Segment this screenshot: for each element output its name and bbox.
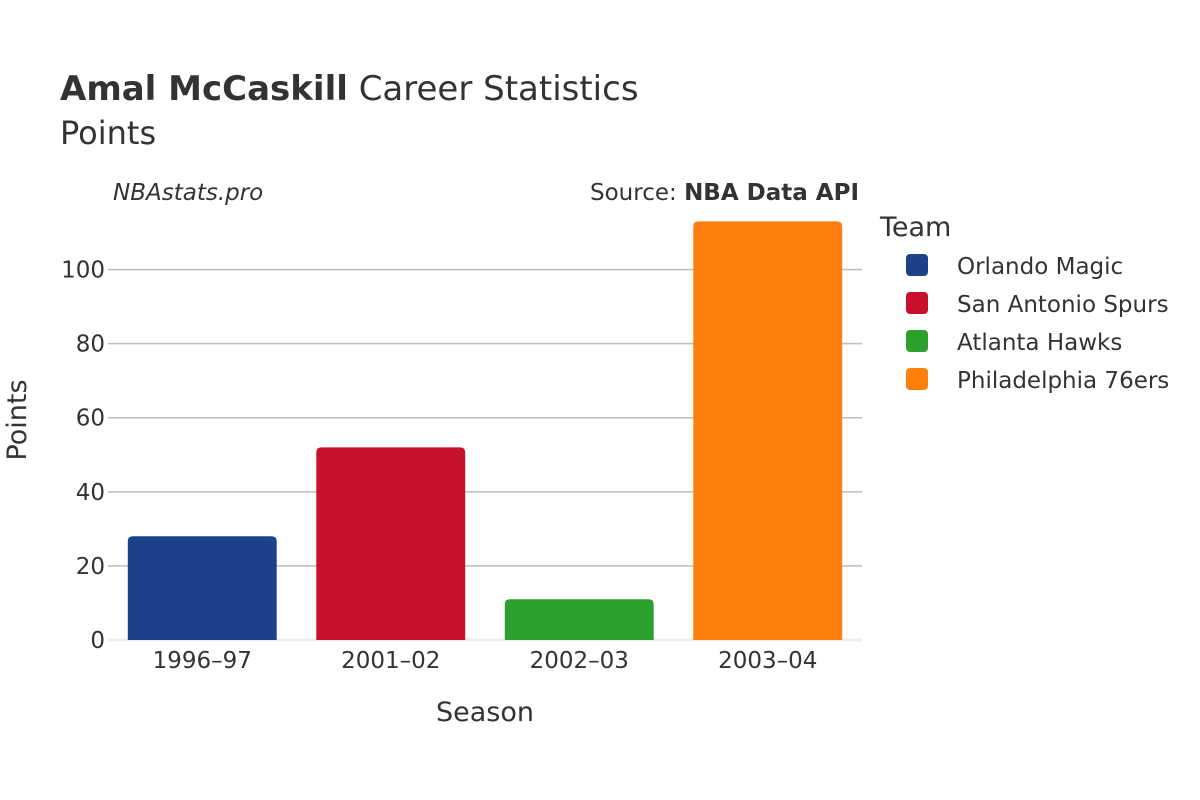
legend: Orlando Magic San Antonio Spurs Atlanta Ha…: [906, 254, 1169, 394]
legend-swatch: [906, 330, 928, 352]
player-name: Amal McCaskill: [60, 69, 348, 109]
y-tick-label: 40: [76, 480, 105, 506]
legend-swatch: [906, 254, 928, 276]
legend-item-label: San Antonio Spurs: [957, 292, 1169, 318]
y-tick-label: 20: [76, 554, 105, 580]
source-name: NBA Data API: [684, 180, 859, 206]
bar-2001–02: [316, 447, 466, 640]
title-rest: Career Statistics: [359, 69, 639, 109]
source-prefix: Source:: [590, 180, 684, 206]
x-axis-ticks: 1996–97 2001–02 2002–03 2003–04: [153, 648, 818, 674]
x-tick-label: 2001–02: [341, 648, 440, 674]
legend-title: Team: [879, 212, 951, 243]
bars: [127, 221, 843, 640]
legend-swatch: [906, 368, 928, 390]
y-tick-label: 0: [90, 628, 105, 654]
chart-title: Amal McCaskill Career Statistics: [60, 69, 639, 109]
watermark: NBAstats.pro: [113, 180, 263, 206]
bar-2003–04: [693, 221, 843, 640]
x-axis-title: Season: [436, 697, 534, 728]
x-tick-label: 1996–97: [153, 648, 252, 674]
y-axis-title: Points: [2, 379, 33, 460]
chart-subtitle: Points: [60, 114, 156, 152]
legend-item-label: Philadelphia 76ers: [957, 368, 1169, 394]
y-tick-label: 100: [61, 258, 105, 284]
y-tick-label: 60: [76, 406, 105, 432]
x-tick-label: 2002–03: [530, 648, 629, 674]
x-tick-label: 2003–04: [718, 648, 817, 674]
legend-item-label: Atlanta Hawks: [957, 330, 1122, 356]
source-label: Source: NBA Data API: [590, 180, 859, 206]
bar-2002–03: [504, 599, 654, 640]
legend-item-label: Orlando Magic: [957, 254, 1123, 280]
legend-swatch: [906, 292, 928, 314]
bar-1996–97: [127, 536, 277, 640]
y-axis-ticks: 0 20 40 60 80 100: [61, 258, 105, 654]
y-tick-label: 80: [76, 332, 105, 358]
